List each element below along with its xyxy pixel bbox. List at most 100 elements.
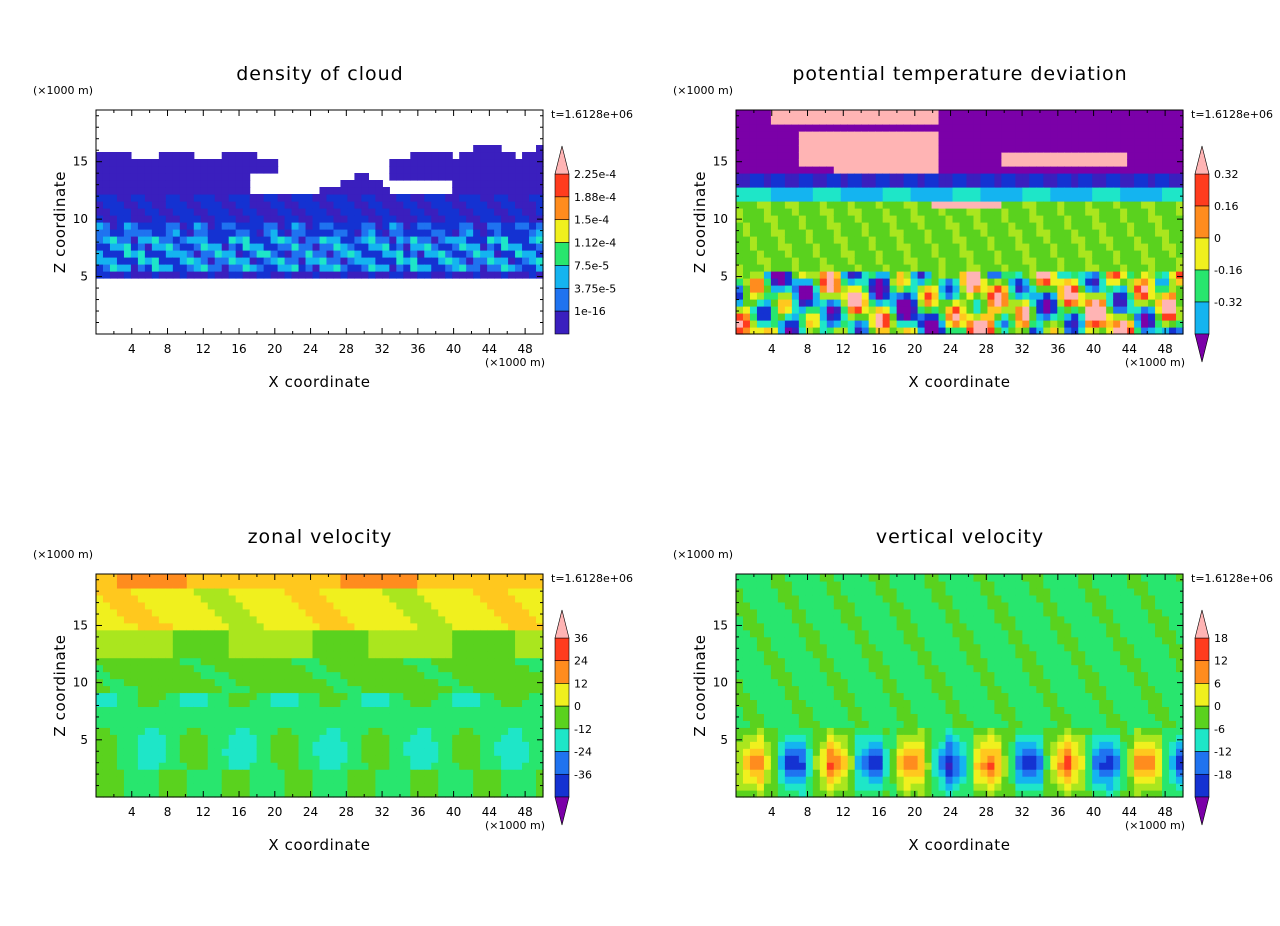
field-cell: [144, 650, 153, 659]
field-cell: [749, 229, 758, 237]
field-cell: [480, 222, 488, 230]
field-cell: [193, 650, 202, 659]
field-cell: [896, 243, 905, 251]
field-cell: [1148, 110, 1156, 118]
field-cell: [973, 236, 982, 244]
field-cell: [277, 636, 286, 645]
field-cell: [798, 159, 807, 167]
x-tick-label: 4: [768, 342, 776, 356]
field-cell: [277, 783, 286, 791]
field-cell: [1092, 138, 1100, 146]
field-cell: [438, 208, 446, 216]
colorbar-swatch: [1194, 237, 1210, 271]
field-cell: [116, 180, 125, 188]
field-cell: [833, 187, 842, 195]
field-cell: [1169, 180, 1177, 188]
field-cell: [1071, 320, 1079, 328]
field-cell: [805, 152, 814, 160]
field-cell: [931, 117, 940, 125]
field-cell: [200, 222, 209, 230]
field-cell: [151, 741, 160, 749]
field-cell: [207, 790, 216, 798]
field-cell: [361, 208, 369, 216]
field-cell: [291, 776, 300, 784]
field-cell: [221, 264, 230, 272]
field-cell: [770, 166, 779, 174]
field-cell: [452, 748, 460, 756]
field-cell: [952, 264, 961, 272]
field-cell: [116, 222, 125, 230]
field-cell: [270, 622, 279, 631]
field-cell: [319, 271, 328, 279]
field-cell: [305, 264, 314, 272]
field-cell: [1022, 313, 1030, 321]
field-cell: [186, 594, 195, 603]
field-cell: [305, 769, 314, 777]
field-cell: [903, 173, 912, 181]
field-cell: [298, 727, 307, 735]
field-cell: [123, 229, 132, 237]
field-cell: [172, 629, 181, 638]
field-cell: [1092, 145, 1100, 153]
field-cell: [1064, 229, 1072, 237]
field-cell: [931, 271, 940, 279]
field-cell: [207, 615, 216, 624]
field-cell: [221, 229, 230, 237]
field-cell: [959, 166, 968, 174]
field-cell: [431, 615, 439, 624]
field-cell: [1127, 159, 1135, 167]
field-cell: [193, 664, 202, 673]
field-cell: [207, 166, 216, 174]
field-cell: [924, 173, 933, 181]
field-cell: [319, 250, 328, 258]
field-cell: [200, 243, 209, 251]
field-cell: [340, 720, 349, 728]
field-cell: [151, 650, 160, 659]
field-cell: [305, 741, 314, 749]
field-cell: [144, 776, 153, 784]
field-cell: [165, 748, 174, 756]
field-cell: [854, 187, 863, 195]
field-cell: [193, 643, 202, 652]
field-cell: [438, 608, 446, 617]
field-cell: [214, 685, 223, 694]
field-cell: [777, 292, 786, 300]
field-cell: [172, 755, 181, 763]
field-cell: [221, 173, 230, 181]
field-cell: [347, 748, 356, 756]
field-cell: [361, 201, 369, 209]
field-cell: [193, 762, 202, 770]
field-cell: [249, 720, 258, 728]
field-cell: [389, 250, 397, 258]
field-cell: [165, 201, 174, 209]
field-cell: [994, 243, 1002, 251]
y-tick-label: 5: [720, 270, 728, 284]
field-cell: [1106, 236, 1114, 244]
field-cell: [1113, 110, 1121, 118]
field-cell: [1141, 327, 1149, 335]
field-cell: [994, 222, 1002, 230]
field-cell: [403, 755, 411, 763]
field-cell: [875, 292, 884, 300]
field-cell: [854, 327, 863, 335]
field-cell: [319, 783, 328, 791]
field-cell: [812, 117, 821, 125]
field-cell: [903, 138, 912, 146]
field-cell: [284, 622, 293, 631]
field-cell: [221, 636, 230, 645]
field-cell: [172, 762, 181, 770]
field-cell: [494, 222, 502, 230]
field-cell: [172, 671, 181, 680]
field-cell: [882, 285, 891, 293]
field-cell: [805, 131, 814, 139]
field-cell: [1008, 313, 1016, 321]
field-cell: [431, 678, 439, 687]
field-cell: [770, 117, 779, 125]
field-cell: [284, 271, 293, 279]
field-cell: [896, 180, 905, 188]
field-cell: [277, 264, 286, 272]
field-cell: [1141, 187, 1149, 195]
field-cell: [340, 643, 349, 652]
field-cell: [158, 152, 167, 160]
field-cell: [354, 657, 362, 666]
